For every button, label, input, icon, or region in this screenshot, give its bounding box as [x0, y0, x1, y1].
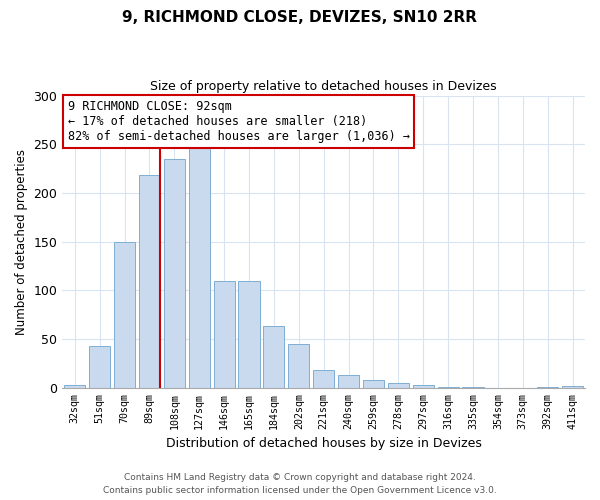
Bar — [363, 380, 384, 388]
X-axis label: Distribution of detached houses by size in Devizes: Distribution of detached houses by size … — [166, 437, 482, 450]
Bar — [388, 383, 409, 388]
Bar — [338, 375, 359, 388]
Bar — [114, 242, 135, 388]
Bar — [89, 346, 110, 388]
Bar — [139, 176, 160, 388]
Bar — [463, 387, 484, 388]
Text: 9, RICHMOND CLOSE, DEVIZES, SN10 2RR: 9, RICHMOND CLOSE, DEVIZES, SN10 2RR — [122, 10, 478, 25]
Title: Size of property relative to detached houses in Devizes: Size of property relative to detached ho… — [151, 80, 497, 93]
Bar — [562, 386, 583, 388]
Y-axis label: Number of detached properties: Number of detached properties — [15, 148, 28, 334]
Text: 9 RICHMOND CLOSE: 92sqm
← 17% of detached houses are smaller (218)
82% of semi-d: 9 RICHMOND CLOSE: 92sqm ← 17% of detache… — [68, 100, 410, 143]
Bar — [537, 387, 558, 388]
Bar — [64, 385, 85, 388]
Bar — [413, 385, 434, 388]
Bar — [214, 280, 235, 388]
Bar — [164, 159, 185, 388]
Bar — [313, 370, 334, 388]
Bar — [263, 326, 284, 388]
Text: Contains HM Land Registry data © Crown copyright and database right 2024.
Contai: Contains HM Land Registry data © Crown c… — [103, 473, 497, 495]
Bar — [437, 387, 458, 388]
Bar — [288, 344, 310, 388]
Bar — [238, 280, 260, 388]
Bar — [188, 147, 210, 388]
